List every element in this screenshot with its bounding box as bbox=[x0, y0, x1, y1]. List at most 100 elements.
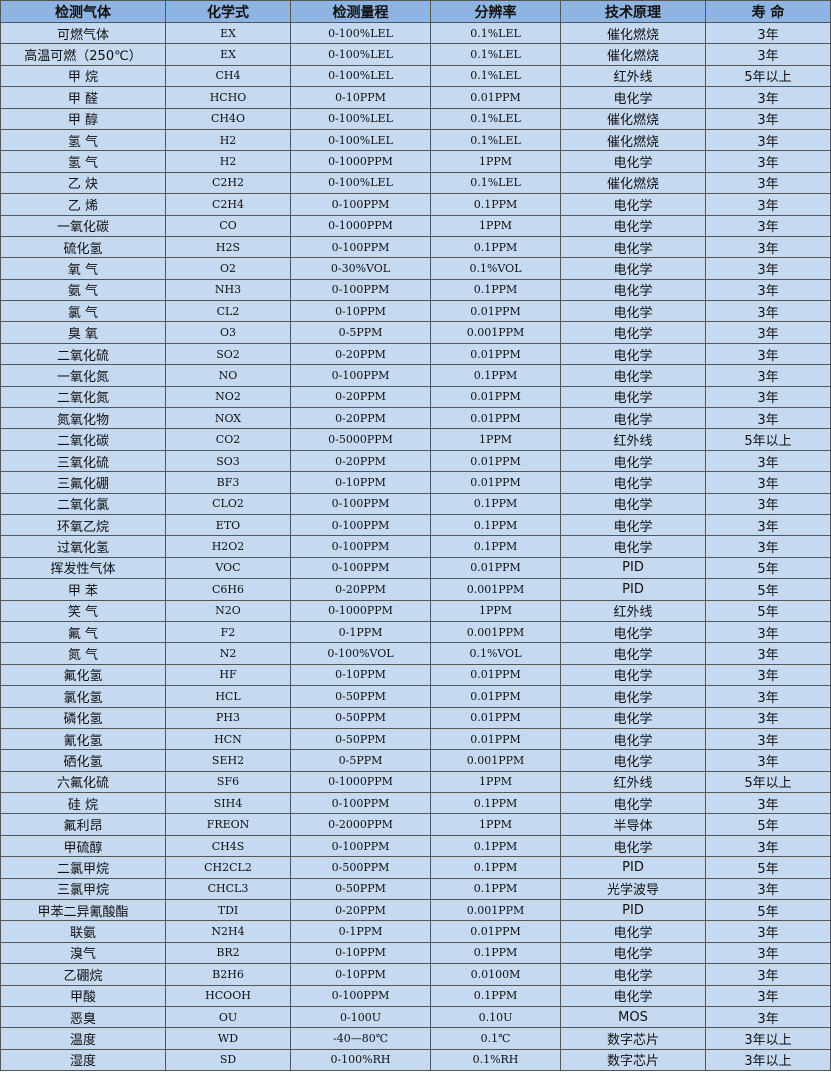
cell-lifetime: 3年 bbox=[705, 513, 831, 537]
cell-principle: 光学波导 bbox=[560, 877, 706, 901]
header-lifetime: 寿 命 bbox=[705, 0, 831, 23]
cell-range: 0-20PPM bbox=[290, 449, 431, 473]
cell-lifetime: 3年 bbox=[705, 235, 831, 259]
cell-resolution: 0.1PPM bbox=[430, 877, 561, 901]
cell-lifetime: 3年 bbox=[705, 535, 831, 558]
cell-formula: N2H4 bbox=[165, 920, 291, 943]
cell-lifetime: 3年 bbox=[705, 214, 831, 237]
cell-lifetime: 3年 bbox=[705, 984, 831, 1007]
cell-principle: 电化学 bbox=[560, 492, 706, 515]
cell-resolution: 0.1PPM bbox=[430, 492, 561, 515]
cell-formula: HCL bbox=[165, 685, 291, 708]
cell-principle: 电化学 bbox=[560, 214, 706, 237]
cell-lifetime: 3年 bbox=[705, 385, 831, 409]
cell-range: 0-100%LEL bbox=[290, 21, 431, 45]
cell-lifetime: 3年 bbox=[705, 21, 831, 45]
cell-principle: 电化学 bbox=[560, 364, 706, 387]
cell-lifetime: 3年 bbox=[705, 171, 831, 195]
cell-lifetime: 3年 bbox=[705, 342, 831, 366]
cell-resolution: 1PPM bbox=[430, 813, 561, 836]
table-row: 联氨 N2H4 0-1PPM 0.01PPM 电化学 3年 bbox=[0, 920, 831, 943]
cell-formula: CH4O bbox=[165, 107, 291, 130]
cell-range: 0-10PPM bbox=[290, 471, 431, 494]
cell-formula: H2 bbox=[165, 128, 291, 152]
cell-formula: B2H6 bbox=[165, 963, 291, 986]
cell-lifetime: 3年 bbox=[705, 941, 831, 965]
table-row: 环氧乙烷 ETO 0-100PPM 0.1PPM 电化学 3年 bbox=[0, 513, 831, 537]
table-row: 二氧化碳 CO2 0-5000PPM 1PPM 红外线 5年以上 bbox=[0, 428, 831, 451]
cell-resolution: 0.1%LEL bbox=[430, 43, 561, 66]
cell-principle: 电化学 bbox=[560, 685, 706, 708]
cell-lifetime: 3年 bbox=[705, 749, 831, 772]
cell-range: 0-50PPM bbox=[290, 877, 431, 901]
cell-formula: NO bbox=[165, 364, 291, 387]
cell-range: 0-20PPM bbox=[290, 342, 431, 366]
cell-formula: FREON bbox=[165, 813, 291, 836]
cell-resolution: 0.1PPM bbox=[430, 278, 561, 302]
header-row: 检测气体 化学式 检测量程 分辨率 技术原理寿 命 bbox=[0, 0, 831, 23]
cell-range: 0-100PPM bbox=[290, 984, 431, 1007]
header-principle: 技术原理 bbox=[560, 0, 706, 23]
cell-gas: 联氨 bbox=[0, 920, 166, 943]
cell-lifetime: 3年以上 bbox=[705, 1027, 831, 1050]
cell-range: 0-30%VOL bbox=[290, 257, 431, 280]
cell-gas: 一氧化氮 bbox=[0, 364, 166, 387]
cell-resolution: 0.1℃ bbox=[430, 1027, 561, 1050]
cell-lifetime: 3年 bbox=[705, 792, 831, 815]
table-row: 甲 苯 C6H6 0-20PPM 0.001PPM PID 5年 bbox=[0, 578, 831, 601]
table-body: 可燃气体 EX 0-100%LEL 0.1%LEL 催化燃烧 3年 高温可燃（250℃） EX… bbox=[0, 21, 831, 1072]
cell-resolution: 0.01PPM bbox=[430, 86, 561, 109]
cell-range: 0-10PPM bbox=[290, 963, 431, 986]
cell-resolution: 0.01PPM bbox=[430, 663, 561, 687]
cell-resolution: 0.001PPM bbox=[430, 321, 561, 344]
cell-formula: SO3 bbox=[165, 449, 291, 473]
cell-gas: 硫化氢 bbox=[0, 235, 166, 259]
cell-gas: 乙 炔 bbox=[0, 171, 166, 195]
cell-gas: 二氧化氯 bbox=[0, 492, 166, 515]
cell-gas: 乙硼烷 bbox=[0, 963, 166, 986]
cell-gas: 六氟化硫 bbox=[0, 770, 166, 794]
cell-formula: SEH2 bbox=[165, 749, 291, 772]
cell-gas: 氨 气 bbox=[0, 278, 166, 302]
cell-principle: 催化燃烧 bbox=[560, 21, 706, 45]
cell-resolution: 0.1PPM bbox=[430, 235, 561, 259]
cell-lifetime: 3年 bbox=[705, 364, 831, 387]
cell-lifetime: 3年 bbox=[705, 321, 831, 344]
cell-gas: 可燃气体 bbox=[0, 21, 166, 45]
cell-lifetime: 3年 bbox=[705, 300, 831, 323]
cell-gas: 臭 氧 bbox=[0, 321, 166, 344]
table-row: 氟利昂 FREON 0-2000PPM 1PPM 半导体 5年 bbox=[0, 813, 831, 836]
table-row: 氮氧化物 NOX 0-20PPM 0.01PPM 电化学 3年 bbox=[0, 407, 831, 430]
cell-gas: 三氯甲烷 bbox=[0, 877, 166, 901]
cell-lifetime: 5年 bbox=[705, 556, 831, 580]
cell-resolution: 0.1%VOL bbox=[430, 257, 561, 280]
header-resolution: 分辨率 bbox=[430, 0, 561, 23]
cell-resolution: 0.01PPM bbox=[430, 300, 561, 323]
cell-formula: VOC bbox=[165, 556, 291, 580]
cell-resolution: 1PPM bbox=[430, 150, 561, 173]
cell-lifetime: 5年以上 bbox=[705, 64, 831, 88]
cell-lifetime: 3年 bbox=[705, 920, 831, 943]
cell-principle: MOS bbox=[560, 1005, 706, 1029]
cell-formula: NOX bbox=[165, 407, 291, 430]
cell-resolution: 0.0100M bbox=[430, 963, 561, 986]
cell-range: 0-100%LEL bbox=[290, 128, 431, 152]
cell-lifetime: 3年 bbox=[705, 834, 831, 858]
cell-formula: C2H4 bbox=[165, 193, 291, 216]
cell-gas: 恶臭 bbox=[0, 1005, 166, 1029]
table-row: 甲酸 HCOOH 0-100PPM 0.1PPM 电化学 3年 bbox=[0, 984, 831, 1007]
header-gas: 检测气体 bbox=[0, 0, 166, 23]
cell-principle: 电化学 bbox=[560, 984, 706, 1007]
cell-range: 0-100PPM bbox=[290, 235, 431, 259]
cell-gas: 硒化氢 bbox=[0, 749, 166, 772]
cell-range: 0-20PPM bbox=[290, 899, 431, 922]
cell-range: 0-10PPM bbox=[290, 86, 431, 109]
cell-range: 0-20PPM bbox=[290, 385, 431, 409]
table-row: 三氯甲烷 CHCL3 0-50PPM 0.1PPM 光学波导 3年 bbox=[0, 877, 831, 901]
header-range: 检测量程 bbox=[290, 0, 431, 23]
table-row: 磷化氢 PH3 0-50PPM 0.01PPM 电化学 3年 bbox=[0, 706, 831, 729]
cell-gas: 氟 气 bbox=[0, 620, 166, 644]
cell-lifetime: 5年 bbox=[705, 578, 831, 601]
cell-formula: PH3 bbox=[165, 706, 291, 729]
